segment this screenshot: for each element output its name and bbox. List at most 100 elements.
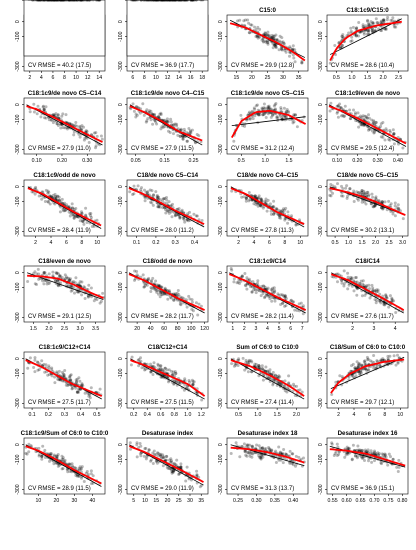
x-tick-label: 0.1: [133, 240, 140, 246]
scatter-point: [255, 35, 259, 39]
scatter-point: [339, 114, 343, 118]
scatter-point: [150, 189, 154, 193]
scatter-point: [336, 110, 340, 114]
scatter-point: [357, 370, 361, 374]
x-tick-label: 0.5: [235, 412, 242, 418]
scatter-point: [349, 117, 353, 121]
scatter-point: [159, 456, 163, 460]
scatter-point: [156, 451, 159, 455]
scatter-point: [179, 303, 183, 307]
scatter-point: [367, 127, 371, 131]
scatter-point: [340, 279, 344, 282]
scatter-point: [259, 456, 262, 459]
scatter-point: [48, 373, 51, 376]
y-tick-label: -100: [118, 196, 124, 206]
scatter-point: [376, 288, 380, 292]
scatter-point: [267, 295, 271, 299]
scatter-point: [248, 452, 252, 456]
x-tick-label: 2.0: [45, 326, 52, 332]
x-tick-label: 0.30: [373, 158, 383, 164]
y-tick-label: -300: [15, 61, 21, 71]
scatter-point: [86, 294, 90, 298]
scatter-point: [281, 301, 285, 305]
scatter-point: [176, 207, 180, 211]
scatter-point: [280, 36, 284, 40]
scatter-point: [78, 126, 82, 130]
x-tick-label: 1.5: [274, 412, 281, 418]
scatter-point: [365, 368, 368, 372]
scatter-point: [290, 118, 294, 122]
plot-area: [130, 0, 205, 2]
scatter-point: [333, 185, 337, 189]
scatter-point: [34, 185, 38, 189]
scatter-point: [170, 459, 173, 463]
scatter-point: [250, 370, 253, 374]
scatter-point: [270, 36, 274, 40]
scatter-point: [149, 118, 153, 122]
scatter-point: [270, 299, 274, 303]
x-tick-label: 0.10: [32, 158, 42, 164]
panel-title: C18:1c9/de novo C4–C15: [131, 90, 205, 97]
scatter-point: [266, 106, 270, 110]
cv-rmse-label: CV RMSE = 36.9 (17.7): [131, 63, 194, 69]
reference-line: [330, 356, 405, 389]
scatter-point: [349, 39, 353, 43]
scatter-point: [337, 452, 341, 456]
scatter-point: [47, 366, 51, 370]
scatter-point: [249, 23, 253, 27]
scatter-point: [250, 109, 254, 113]
scatter-point: [342, 115, 346, 119]
scatter-point: [79, 467, 83, 471]
scatter-point: [176, 289, 180, 292]
x-tick-label: 10: [142, 498, 148, 504]
scatter-point: [197, 302, 201, 306]
scatter-point: [259, 204, 263, 208]
scatter-point: [46, 373, 50, 377]
y-tick-label: 0: [218, 443, 224, 446]
scatter-point: [190, 300, 194, 304]
scatter-point: [147, 448, 151, 452]
scatter-point: [259, 289, 263, 293]
scatter-point: [355, 197, 359, 201]
scatter-point: [373, 130, 376, 134]
scatter-point: [263, 286, 267, 289]
scatter-point: [261, 446, 265, 450]
scatter-point: [141, 102, 145, 106]
scatter-point: [272, 104, 276, 108]
plot-area: [229, 18, 306, 65]
scatter-point: [256, 196, 260, 200]
scatter-point: [158, 295, 162, 299]
scatter-point: [143, 447, 147, 451]
scatter-point: [354, 448, 358, 452]
x-tick-label: 30: [72, 498, 78, 504]
scatter-point: [272, 379, 276, 383]
scatter-point: [152, 361, 156, 365]
scatter-point: [288, 45, 292, 49]
scatter-point: [238, 455, 242, 459]
scatter-point: [244, 358, 248, 362]
scatter-point: [272, 212, 276, 216]
scatter-point: [361, 114, 365, 118]
scatter-point: [245, 118, 249, 122]
scatter-point: [333, 452, 337, 456]
x-tick-label: 2.5: [385, 240, 392, 246]
scatter-point: [370, 451, 374, 455]
scatter-point: [141, 273, 145, 277]
scatter-point: [280, 47, 284, 51]
scatter-point: [265, 287, 269, 291]
scatter-point: [273, 289, 277, 292]
x-tick-label: 10: [73, 75, 79, 81]
scatter-point: [261, 37, 265, 41]
scatter-point: [195, 214, 199, 218]
scatter-point: [330, 393, 334, 396]
scatter-point: [34, 187, 38, 191]
x-tick-label: 4: [50, 240, 53, 246]
scatter-point: [165, 119, 169, 123]
scatter-point: [244, 18, 247, 22]
scatter-point: [171, 470, 175, 474]
scatter-point: [367, 194, 370, 198]
reference-line: [331, 272, 404, 314]
y-tick-label: 0: [218, 103, 224, 106]
scatter-point: [391, 458, 395, 461]
